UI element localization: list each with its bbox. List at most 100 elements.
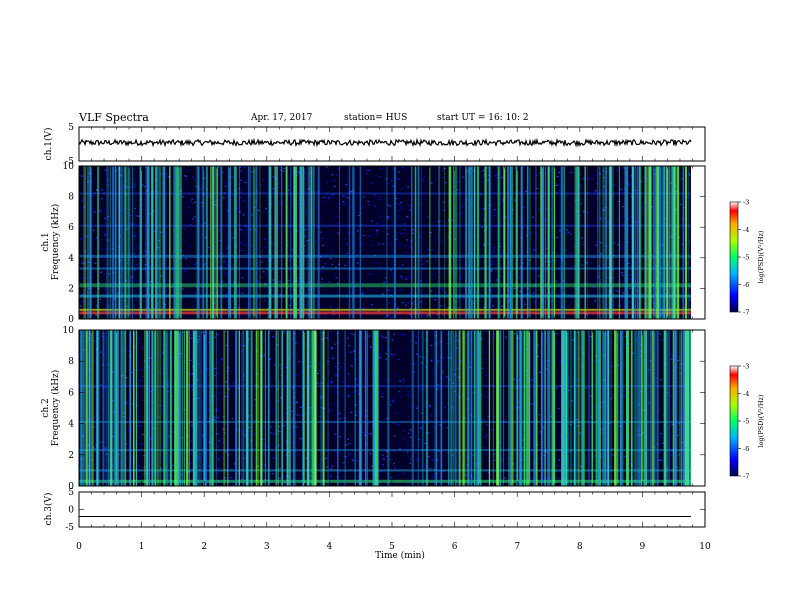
spectrogram-noise-cell: [240, 179, 243, 182]
spectrogram-noise-cell: [355, 414, 358, 416]
spectrogram-noise-cell: [202, 194, 205, 196]
spectrogram-noise-cell: [126, 305, 129, 307]
spectrogram-noise-cell: [439, 424, 442, 426]
spectrogram-impulse-stripe: [649, 330, 652, 486]
spectrogram-impulse-stripe: [638, 166, 641, 319]
spectrogram-impulse-stripe: [354, 330, 356, 486]
spectrogram-noise-cell: [164, 433, 167, 435]
spectrogram-noise-cell: [385, 388, 388, 390]
spectrogram-noise-cell: [126, 262, 129, 264]
spectrogram-noise-cell: [106, 179, 109, 181]
spectrogram-impulse-stripe: [139, 166, 142, 319]
spectrogram-noise-cell: [322, 237, 324, 239]
spectrogram-noise-cell: [93, 211, 96, 213]
spectrogram-noise-cell: [514, 167, 517, 169]
spectrogram-noise-cell: [131, 377, 134, 380]
spectrogram-noise-cell: [426, 260, 429, 263]
spectrogram-noise-cell: [568, 389, 571, 392]
spectrogram-impulse-stripe: [477, 330, 479, 486]
spectrogram-noise-cell: [530, 232, 533, 234]
spectrogram-noise-cell: [563, 281, 566, 283]
spectrogram-noise-cell: [517, 407, 520, 409]
spectrogram-noise-cell: [346, 197, 349, 199]
spectrogram-noise-cell: [406, 484, 409, 486]
spectrogram-impulse-stripe: [203, 330, 205, 486]
spectrogram-noise-cell: [160, 353, 163, 355]
spectrogram-noise-cell: [438, 401, 441, 403]
spectrogram-impulse-stripe: [157, 330, 158, 486]
spectrogram-impulse-stripe: [470, 330, 473, 486]
spectrogram-noise-cell: [263, 464, 265, 466]
spectrogram-noise-cell: [522, 339, 525, 342]
spectrogram-noise-cell: [600, 219, 603, 221]
spectrogram-noise-cell: [456, 189, 459, 191]
spectrogram-noise-cell: [325, 337, 328, 339]
spectrogram-noise-cell: [507, 351, 510, 353]
spectrogram-noise-cell: [117, 207, 120, 209]
spectrogram-noise-cell: [230, 468, 232, 470]
spectrogram-noise-cell: [319, 217, 322, 219]
spectrogram-noise-cell: [384, 418, 386, 420]
spectrogram-noise-cell: [431, 458, 434, 461]
spectrogram-noise-cell: [361, 331, 364, 333]
spectrogram-noise-cell: [315, 431, 318, 433]
spectrogram-noise-cell: [401, 302, 404, 304]
spectrogram-noise-cell: [393, 333, 396, 335]
spectrogram-noise-cell: [251, 244, 253, 246]
spectrogram-impulse-stripe: [129, 166, 131, 319]
spectrogram-impulse-stripe: [186, 330, 189, 486]
spectrogram-noise-cell: [620, 248, 623, 250]
spectrogram-noise-cell: [350, 190, 352, 192]
spectrogram-impulse-stripe: [417, 166, 419, 319]
ch2-spectrogram-ylabel: Frequency (kHz): [50, 370, 61, 447]
spectrogram-noise-cell: [441, 465, 444, 467]
spectrogram-noise-cell: [423, 464, 426, 466]
spectrogram-noise-cell: [505, 336, 508, 338]
spectrogram-noise-cell: [88, 390, 91, 393]
spectrogram-noise-cell: [450, 352, 453, 354]
spectrogram-noise-cell: [330, 468, 333, 470]
spectrogram-noise-cell: [669, 330, 672, 332]
spectrogram-noise-cell: [450, 357, 453, 359]
spectrogram-noise-cell: [161, 351, 164, 353]
spectrogram-noise-cell: [282, 332, 285, 334]
spectrogram-impulse-stripe: [624, 166, 627, 319]
spectrogram-noise-cell: [112, 435, 115, 438]
spectrogram-noise-cell: [321, 278, 324, 280]
spectrogram-noise-cell: [250, 439, 253, 441]
spectrogram-noise-cell: [562, 279, 565, 282]
spectrogram-noise-cell: [320, 285, 323, 287]
spectrogram-noise-cell: [308, 281, 311, 283]
spectrogram-noise-cell: [506, 463, 509, 465]
spectrogram-noise-cell: [544, 219, 547, 222]
spectrogram-impulse-stripe: [421, 330, 424, 486]
spectrogram-noise-cell: [599, 453, 602, 455]
spectrogram-noise-cell: [682, 216, 685, 218]
spectrogram-noise-cell: [549, 445, 552, 447]
spectrogram-impulse-stripe: [535, 166, 537, 319]
spectrogram-noise-cell: [318, 384, 321, 386]
spectrogram-noise-cell: [87, 181, 90, 183]
spectrogram-noise-cell: [384, 316, 387, 318]
spectrogram-noise-cell: [406, 451, 409, 453]
spectrogram-noise-cell: [335, 374, 337, 376]
spectrogram-noise-cell: [347, 385, 350, 387]
spectrogram-noise-cell: [303, 447, 306, 449]
spectrogram-noise-cell: [319, 406, 322, 409]
spectrogram-noise-cell: [371, 220, 374, 222]
spectrogram-noise-cell: [386, 183, 389, 185]
spectrogram-noise-cell: [369, 346, 372, 348]
spectrogram-noise-cell: [493, 208, 496, 211]
spectrogram-impulse-stripe: [249, 166, 251, 319]
spectrogram-noise-cell: [309, 412, 312, 414]
spectrogram-noise-cell: [213, 349, 216, 351]
spectrogram-noise-cell: [330, 333, 333, 335]
spectrogram-impulse-stripe: [299, 166, 302, 319]
spectrogram-noise-cell: [230, 182, 233, 184]
spectrogram-noise-cell: [229, 477, 232, 479]
spectrogram-noise-cell: [208, 220, 211, 222]
spectrogram-noise-cell: [430, 360, 433, 362]
spectrogram-noise-cell: [261, 305, 264, 307]
spectrogram-noise-cell: [223, 261, 226, 263]
